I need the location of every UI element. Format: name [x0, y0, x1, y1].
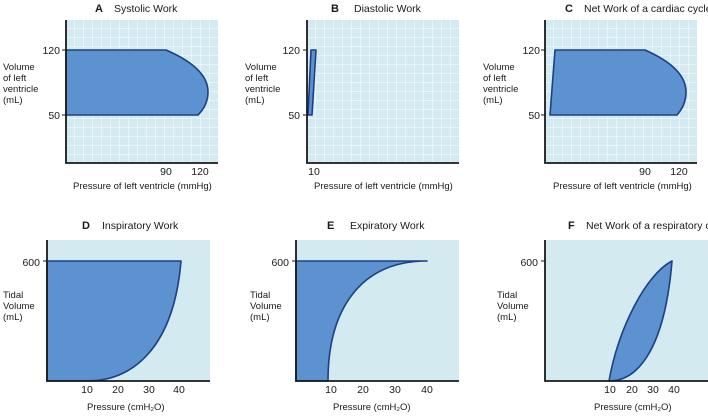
svg-text:(mL): (mL) [483, 95, 503, 106]
y-tick-label: 600 [22, 257, 40, 269]
svg-text:ventricle: ventricle [483, 84, 518, 95]
panel-inspiratory-work: D Inspiratory Work 600 10 20 30 40 Press… [3, 220, 210, 413]
expiratory-work-area [295, 260, 428, 382]
axes [544, 20, 697, 164]
x-tick-label: 120 [670, 166, 688, 178]
axes [306, 20, 459, 164]
svg-text:Volume: Volume [497, 301, 529, 312]
y-tick-label: 120 [282, 45, 300, 57]
svg-text:Tidal: Tidal [250, 290, 270, 301]
svg-text:(mL): (mL) [3, 312, 23, 323]
x-tick-label: 10 [308, 166, 320, 178]
svg-text:Tidal: Tidal [497, 290, 517, 301]
panel-title: Inspiratory Work [102, 220, 179, 232]
svg-text:Tidal: Tidal [3, 290, 23, 301]
x-tick-label: 40 [421, 384, 433, 396]
x-tick-label: 30 [389, 384, 401, 396]
y-tick-label: 120 [42, 45, 60, 57]
panel-letter: E [327, 220, 334, 232]
y-axis-label: Tidal Volume (mL) [3, 290, 35, 323]
x-tick-label: 120 [191, 166, 209, 178]
x-axis-label: Pressure (cmH₂O) [87, 402, 165, 413]
panel-net-respiratory-work: F Net Work of a respiratory cycle 600 10… [497, 220, 708, 413]
panel-net-cardiac-work: C Net Work of a cardiac cycle 120 50 90 … [483, 3, 708, 192]
panel-title: Net Work of a respiratory cycle [586, 220, 708, 232]
x-tick-label: 90 [639, 166, 651, 178]
panel-systolic-work: A Systolic Work 120 50 90 120 Pressure o… [3, 3, 218, 192]
y-tick-label: 50 [288, 110, 300, 122]
y-axis-label: Volume of left ventricle (mL) [3, 62, 38, 106]
svg-text:of left: of left [245, 73, 269, 84]
svg-text:(mL): (mL) [245, 95, 265, 106]
panel-letter: C [565, 3, 573, 15]
panel-title: Net Work of a cardiac cycle [584, 3, 708, 15]
svg-text:ventricle: ventricle [245, 84, 280, 95]
diastolic-work-area [307, 49, 317, 116]
x-tick-label: 40 [173, 384, 185, 396]
x-tick-label: 20 [626, 384, 638, 396]
y-axis-label: Tidal Volume (mL) [250, 290, 282, 323]
panel-letter: A [95, 3, 103, 15]
panel-title: Systolic Work [114, 3, 178, 15]
x-tick-label: 30 [143, 384, 155, 396]
x-tick-label: 20 [112, 384, 124, 396]
panel-letter: D [82, 220, 90, 232]
y-tick-label: 600 [271, 257, 289, 269]
panel-letter: B [331, 3, 339, 15]
systolic-work-area [65, 49, 209, 116]
y-axis-label: Volume of left ventricle (mL) [245, 62, 280, 106]
y-axis-label: Tidal Volume (mL) [497, 290, 529, 323]
panel-letter: F [568, 220, 575, 232]
x-axis-label: Pressure of left ventricle (mmHg) [314, 181, 453, 192]
svg-text:ventricle: ventricle [3, 84, 38, 95]
x-axis-label: Pressure of left ventricle (mmHg) [73, 181, 212, 192]
net-respiratory-work-area [608, 260, 673, 382]
x-tick-label: 20 [357, 384, 369, 396]
x-tick-label: 30 [647, 384, 659, 396]
axes [295, 240, 459, 382]
axes [65, 20, 218, 164]
svg-text:Volume: Volume [250, 301, 282, 312]
x-tick-label: 90 [160, 166, 172, 178]
net-cardiac-work-area [549, 49, 687, 116]
x-axis-label: Pressure (cmH₂O) [333, 402, 411, 413]
panel-title: Expiratory Work [350, 220, 425, 232]
svg-text:(mL): (mL) [3, 95, 23, 106]
x-tick-label: 10 [81, 384, 93, 396]
svg-text:Volume: Volume [3, 62, 35, 73]
y-tick-label: 120 [522, 45, 540, 57]
x-axis-label: Pressure (cmH₂O) [594, 402, 672, 413]
x-tick-label: 10 [325, 384, 337, 396]
y-tick-label: 50 [528, 110, 540, 122]
panel-expiratory-work: E Expiratory Work 600 10 20 30 40 Pressu… [250, 220, 459, 413]
y-tick-label: 50 [48, 110, 60, 122]
svg-text:Volume: Volume [3, 301, 35, 312]
y-tick-label: 600 [520, 257, 538, 269]
svg-text:of left: of left [483, 73, 507, 84]
svg-text:Volume: Volume [483, 62, 515, 73]
x-axis-label: Pressure of left ventricle (mmHg) [553, 181, 692, 192]
x-tick-label: 40 [668, 384, 680, 396]
axes [544, 240, 708, 382]
axes [46, 240, 210, 382]
svg-text:Volume: Volume [245, 62, 277, 73]
panel-diastolic-work: B Diastolic Work 120 50 10 Pressure of l… [245, 3, 459, 192]
svg-text:(mL): (mL) [497, 312, 517, 323]
x-tick-label: 10 [604, 384, 616, 396]
svg-text:(mL): (mL) [250, 312, 270, 323]
panel-title: Diastolic Work [354, 3, 422, 15]
svg-text:of left: of left [3, 73, 27, 84]
plot-area [307, 20, 459, 163]
y-axis-label: Volume of left ventricle (mL) [483, 62, 518, 106]
